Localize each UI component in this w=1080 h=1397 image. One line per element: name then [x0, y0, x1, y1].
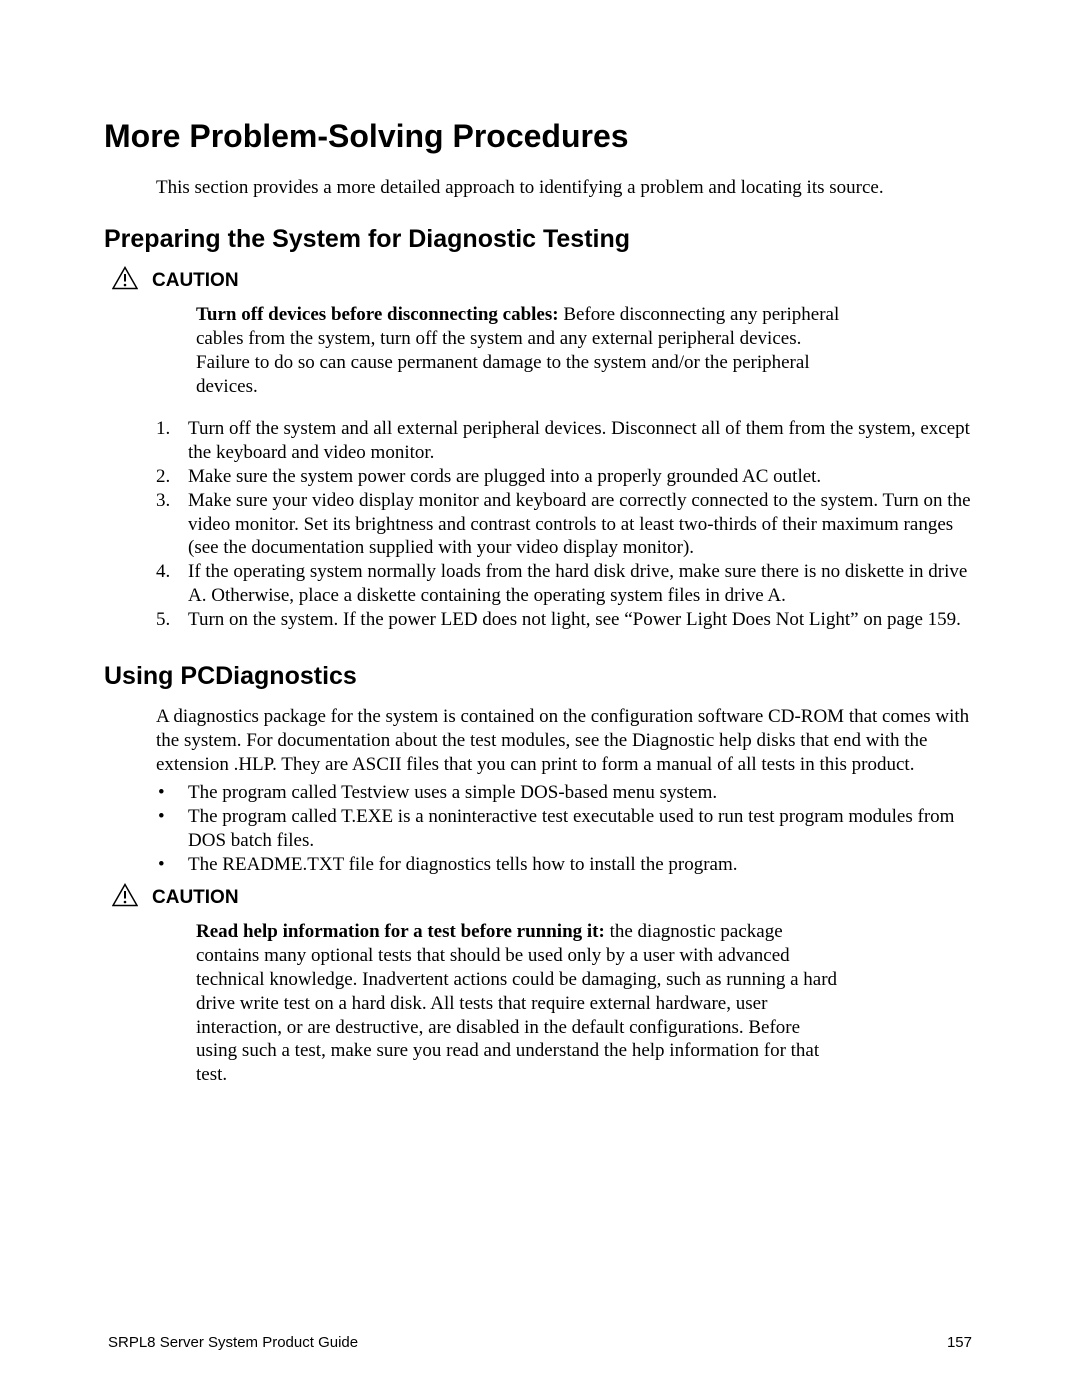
caution-triangle-icon	[112, 883, 138, 912]
list-text: Turn on the system. If the power LED doe…	[188, 608, 972, 632]
list-text: The README.TXT file for diagnostics tell…	[188, 853, 972, 877]
list-number: 2.	[156, 465, 188, 489]
footer-page-number: 157	[947, 1334, 972, 1351]
section-heading-diagnostics: Using PCDiagnostics	[104, 662, 972, 691]
caution-body-2: Read help information for a test before …	[196, 920, 842, 1088]
bullet-icon: •	[156, 781, 188, 805]
list-text: If the operating system normally loads f…	[188, 560, 972, 608]
list-text: Make sure the system power cords are plu…	[188, 465, 972, 489]
list-item: 1.Turn off the system and all external p…	[156, 417, 972, 465]
caution-body-1: Turn off devices before disconnecting ca…	[196, 303, 842, 399]
caution-lead-text: Read help information for a test before …	[196, 921, 605, 942]
bullet-icon: •	[156, 805, 188, 853]
page-content: More Problem-Solving Procedures This sec…	[0, 0, 1080, 1087]
caution-triangle-icon	[112, 266, 138, 295]
list-number: 5.	[156, 608, 188, 632]
list-item: •The program called T.EXE is a nonintera…	[156, 805, 972, 853]
list-item: 5.Turn on the system. If the power LED d…	[156, 608, 972, 632]
caution-body-text: the diagnostic package contains many opt…	[196, 921, 837, 1086]
intro-paragraph: This section provides a more detailed ap…	[156, 177, 972, 199]
caution-label: CAUTION	[152, 270, 239, 292]
page-footer: SRPL8 Server System Product Guide 157	[108, 1334, 972, 1351]
list-number: 1.	[156, 417, 188, 465]
list-number: 3.	[156, 489, 188, 561]
diagnostics-bullet-list: •The program called Testview uses a simp…	[156, 781, 972, 877]
list-item: 3.Make sure your video display monitor a…	[156, 489, 972, 561]
caution-label: CAUTION	[152, 887, 239, 909]
list-text: Turn off the system and all external per…	[188, 417, 972, 465]
diagnostics-paragraph: A diagnostics package for the system is …	[156, 705, 972, 777]
list-text: Make sure your video display monitor and…	[188, 489, 972, 561]
list-item: •The README.TXT file for diagnostics tel…	[156, 853, 972, 877]
footer-doc-title: SRPL8 Server System Product Guide	[108, 1334, 358, 1351]
list-number: 4.	[156, 560, 188, 608]
caution-block-2: CAUTION	[112, 887, 972, 912]
list-item: •The program called Testview uses a simp…	[156, 781, 972, 805]
list-text: The program called T.EXE is a noninterac…	[188, 805, 972, 853]
bullet-icon: •	[156, 853, 188, 877]
list-item: 4.If the operating system normally loads…	[156, 560, 972, 608]
caution-lead-text: Turn off devices before disconnecting ca…	[196, 304, 559, 325]
section-heading-preparation: Preparing the System for Diagnostic Test…	[104, 225, 972, 254]
preparation-steps-list: 1.Turn off the system and all external p…	[156, 417, 972, 632]
page-title: More Problem-Solving Procedures	[104, 118, 972, 155]
list-text: The program called Testview uses a simpl…	[188, 781, 972, 805]
list-item: 2.Make sure the system power cords are p…	[156, 465, 972, 489]
caution-block-1: CAUTION	[112, 270, 972, 295]
